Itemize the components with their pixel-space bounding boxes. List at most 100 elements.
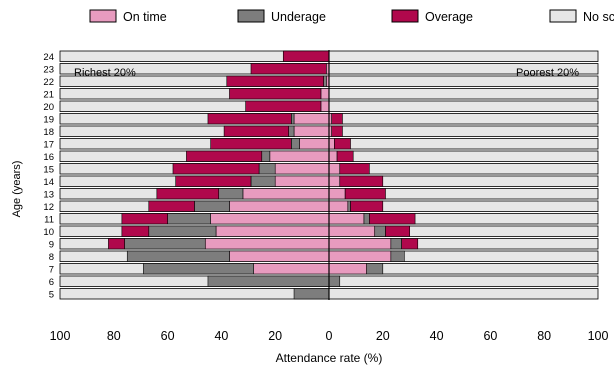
poorest-20-overage-bar-age-15 — [339, 163, 370, 175]
x-tick-label-right-40: 40 — [430, 329, 444, 343]
poorest-20-on-time-bar-age-12 — [328, 200, 349, 212]
poorest-20-on-time-bar-age-11 — [328, 213, 365, 225]
y-tick-label-age-19: 19 — [43, 114, 54, 125]
x-tick-label-right-80: 80 — [537, 329, 551, 343]
legend-swatch-overage — [391, 9, 419, 23]
y-tick-label-age-13: 13 — [43, 189, 54, 200]
richest-20-on-time-bar-age-11 — [210, 213, 330, 225]
richest-20-on-time-bar-age-10 — [215, 225, 330, 237]
legend: On time Underage Overage No school — [89, 9, 614, 24]
richest-20-overage-bar-age-15 — [172, 163, 260, 175]
richest-20-overage-bar-age-18 — [223, 125, 289, 137]
richest-20-on-time-bar-age-16 — [269, 150, 330, 162]
y-tick-label-age-12: 12 — [43, 202, 54, 213]
poorest-20-on-time-bar-age-7 — [328, 263, 367, 275]
x-tick-label-right-20: 20 — [376, 329, 390, 343]
richest-20-underage-bar-age-5 — [293, 288, 330, 300]
legend-label-no-school: No school — [583, 10, 614, 24]
y-tick-label-age-15: 15 — [43, 164, 54, 175]
x-axis: 100 80 60 40 20 0 20 40 60 80 100 — [50, 329, 609, 343]
right-panel-label: Poorest 20% — [516, 67, 579, 79]
poorest-20-overage-bar-age-12 — [350, 200, 384, 212]
richest-20-underage-bar-age-19 — [291, 113, 295, 125]
poorest-20-overage-bar-age-11 — [369, 213, 416, 225]
y-tick-label-age-9: 9 — [49, 239, 54, 250]
x-tick-label-right-60: 60 — [483, 329, 497, 343]
richest-20-overage-bar-age-24 — [282, 50, 330, 62]
y-tick-label-age-5: 5 — [49, 289, 54, 300]
legend-label-underage: Underage — [271, 10, 326, 24]
richest-20-overage-bar-age-17 — [210, 138, 292, 150]
y-tick-label-age-14: 14 — [43, 177, 54, 188]
richest-20-overage-bar-age-22 — [226, 75, 324, 87]
richest-20-overage-bar-age-21 — [229, 88, 322, 100]
poorest-20-overage-bar-age-13 — [344, 188, 386, 200]
richest-20-on-time-bar-age-13 — [242, 188, 330, 200]
richest-20-underage-bar-age-10 — [148, 225, 217, 237]
x-tick-label-left-100: 100 — [50, 329, 71, 343]
poorest-20-on-time-bar-age-15 — [328, 163, 341, 175]
richest-20-on-time-bar-age-12 — [229, 200, 330, 212]
richest-20-underage-bar-age-8 — [126, 250, 230, 262]
richest-20-underage-bar-age-18 — [288, 125, 295, 137]
richest-20-on-time-bar-age-8 — [229, 250, 330, 262]
richest-20-underage-bar-age-6 — [207, 275, 330, 287]
poorest-20-overage-bar-age-19 — [331, 113, 343, 125]
poorest-20-underage-bar-age-6 — [328, 275, 341, 287]
richest-20-overage-bar-age-12 — [148, 200, 195, 212]
richest-20-on-time-bar-age-15 — [274, 163, 330, 175]
y-tick-label-age-21: 21 — [43, 89, 54, 100]
poorest-20-on-time-bar-age-13 — [328, 188, 346, 200]
y-tick-label-age-6: 6 — [49, 277, 54, 288]
poorest-20-underage-bar-age-9 — [390, 238, 402, 250]
y-tick-label-age-8: 8 — [49, 252, 54, 263]
y-tick-label-age-23: 23 — [43, 64, 54, 75]
x-tick-label-right-100: 100 — [588, 329, 609, 343]
richest-20-overage-bar-age-9 — [108, 238, 125, 250]
richest-20-underage-bar-age-13 — [218, 188, 244, 200]
x-tick-label-left-80: 80 — [107, 329, 121, 343]
richest-20-underage-bar-age-12 — [194, 200, 230, 212]
y-tick-label-age-20: 20 — [43, 102, 54, 113]
richest-20-underage-bar-age-14 — [250, 175, 276, 187]
richest-20-overage-bar-age-11 — [121, 213, 168, 225]
poorest-20-overage-bar-age-17 — [334, 138, 351, 150]
richest-20-on-time-bar-age-7 — [253, 263, 330, 275]
x-tick-label-left-40: 40 — [214, 329, 228, 343]
legend-swatch-underage — [237, 9, 265, 23]
x-tick-label-left-20: 20 — [268, 329, 282, 343]
richest-20-on-time-bar-age-21 — [320, 88, 330, 100]
y-axis-title: Age (years) — [11, 161, 23, 218]
poorest-20-underage-bar-age-8 — [390, 250, 405, 262]
richest-20-underage-bar-age-15 — [258, 163, 276, 175]
richest-20-on-time-bar-age-14 — [274, 175, 330, 187]
legend-swatch-no-school — [549, 9, 577, 23]
poorest-20-overage-bar-age-9 — [401, 238, 419, 250]
y-tick-label-age-18: 18 — [43, 127, 54, 138]
richest-20-on-time-bar-age-9 — [204, 238, 330, 250]
poorest-20-on-time-bar-age-10 — [328, 225, 376, 237]
richest-20-overage-bar-age-23 — [250, 63, 327, 75]
poorest-20-underage-bar-age-10 — [374, 225, 386, 237]
left-panel-label: Richest 20% — [74, 67, 136, 79]
y-tick-label-age-24: 24 — [43, 52, 54, 63]
richest-20-underage-bar-age-11 — [167, 213, 211, 225]
richest-20-on-time-bar-age-19 — [293, 113, 330, 125]
richest-20-overage-bar-age-10 — [121, 225, 150, 237]
richest-20-overage-bar-age-19 — [207, 113, 292, 125]
richest-20-on-time-bar-age-18 — [293, 125, 330, 137]
legend-label-overage: Overage — [425, 10, 473, 24]
poorest-20-underage-bar-age-7 — [366, 263, 384, 275]
poorest-20-underage-bar-age-12 — [347, 200, 351, 212]
poorest-20-overage-bar-age-14 — [339, 175, 384, 187]
richest-20-underage-bar-age-17 — [291, 138, 300, 150]
y-tick-label-age-10: 10 — [43, 227, 54, 238]
richest-20-on-time-bar-age-17 — [299, 138, 330, 150]
x-tick-label-0: 0 — [326, 329, 333, 343]
y-tick-label-age-16: 16 — [43, 152, 54, 163]
poorest-20-on-time-bar-age-9 — [328, 238, 392, 250]
richest-20-overage-bar-age-14 — [175, 175, 252, 187]
poorest-20-overage-bar-age-16 — [336, 150, 354, 162]
